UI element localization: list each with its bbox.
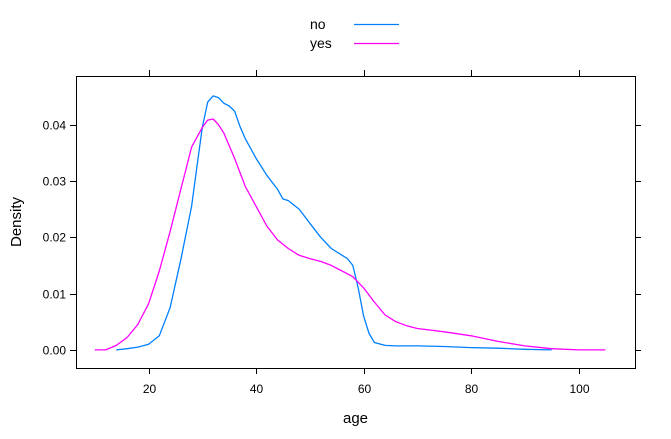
legend-label-no: no <box>310 16 326 32</box>
legend: no yes <box>310 16 399 51</box>
y-tick-label: 0.00 <box>43 344 67 358</box>
x-tick-label: 60 <box>358 382 372 396</box>
x-tick-label: 80 <box>465 382 479 396</box>
x-axis-label: age <box>343 410 368 427</box>
y-axis-label: Density <box>8 196 25 247</box>
x-tick-label: 100 <box>569 382 589 396</box>
legend-label-yes: yes <box>310 35 332 51</box>
x-tick-label: 20 <box>143 382 157 396</box>
density-lines <box>94 95 606 351</box>
x-tick-label: 40 <box>250 382 264 396</box>
y-tick-label: 0.03 <box>43 175 67 189</box>
plot-frame <box>76 76 636 369</box>
x-axis: 20 40 60 80 100 <box>143 70 590 396</box>
y-tick-label: 0.04 <box>43 119 67 133</box>
y-axis: 0.00 0.01 0.02 0.03 0.04 <box>43 119 641 358</box>
density-line-yes <box>94 118 606 351</box>
density-line-no <box>116 95 552 351</box>
y-tick-label: 0.02 <box>43 231 67 245</box>
y-tick-label: 0.01 <box>43 288 67 302</box>
